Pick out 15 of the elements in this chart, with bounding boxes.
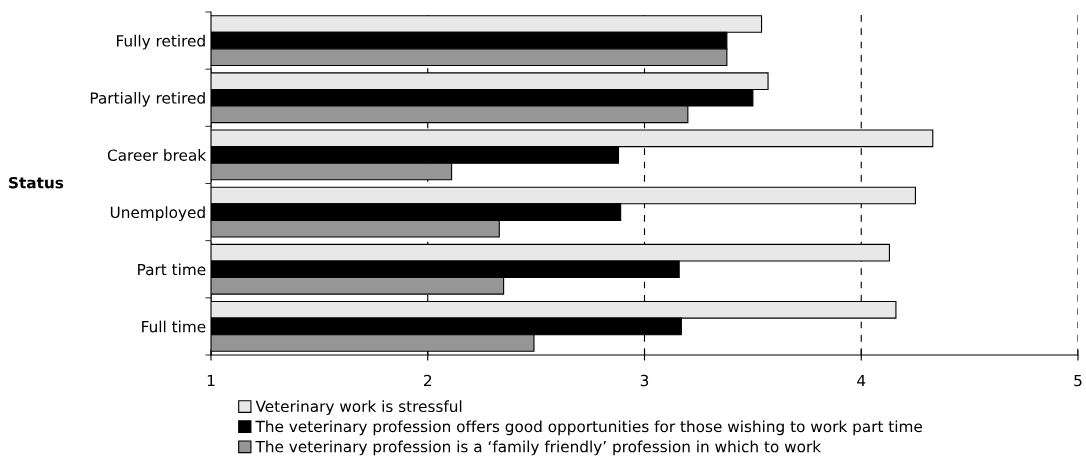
legend-label: The veterinary profession offers good opportunities for those wishing to work part time (255, 420, 923, 436)
x-tick-label: 4 (857, 374, 866, 387)
y-tick-label: Full time (142, 320, 206, 333)
x-tick-label: 1 (207, 374, 215, 387)
y-tick-label: Unemployed (110, 206, 205, 222)
legend-label: Veterinary work is stressful (255, 400, 462, 416)
x-tick-label: 3 (640, 374, 649, 387)
x-tick-label: 2 (424, 374, 432, 387)
x-tick-label: 5 (1074, 374, 1082, 387)
y-tick-label: Part time (138, 263, 206, 276)
y-axis-title: Status (9, 176, 64, 189)
y-tick-label: Fully retired (117, 34, 205, 50)
y-tick-label: Partially retired (90, 91, 205, 107)
legend-label: The veterinary profession is a ‘family friendly’ profession in which to work (255, 440, 822, 456)
y-tick-label: Career break (107, 149, 207, 161)
